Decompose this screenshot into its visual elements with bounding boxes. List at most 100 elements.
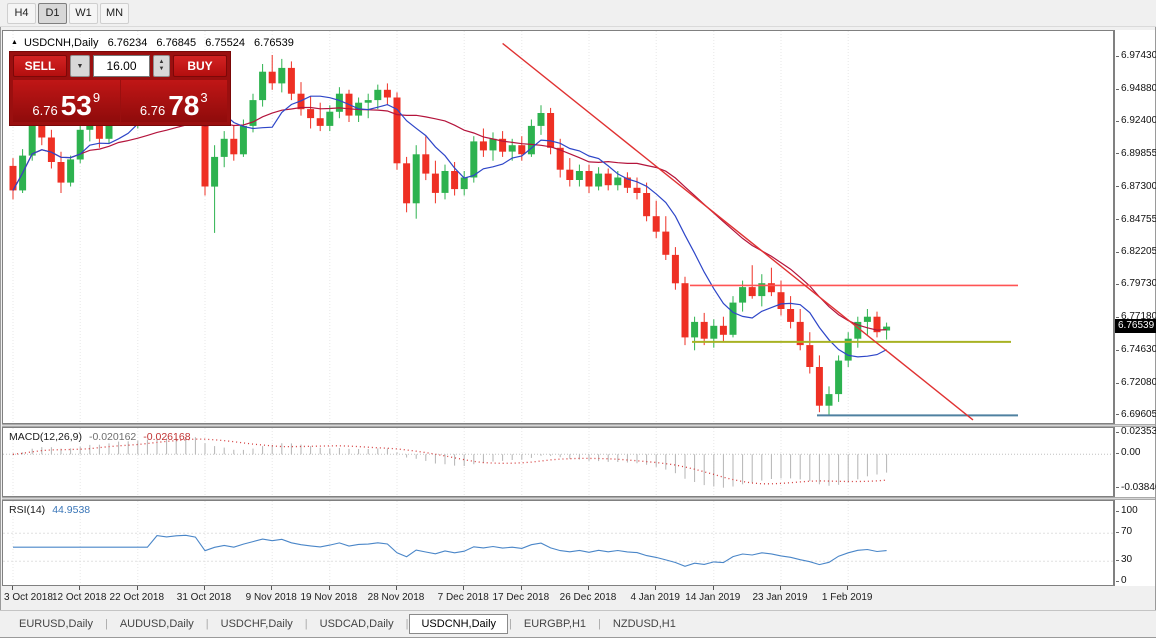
price-axis-label: 6.89855 [1116, 148, 1156, 159]
date-tick [588, 586, 589, 590]
rsi-name: RSI(14) [9, 504, 46, 516]
symbol-marker-icon: ▲ [11, 39, 18, 46]
date-tick [12, 586, 13, 590]
volume-spinner[interactable]: ▲ ▼ [153, 55, 170, 77]
price-axis-label: 6.74630 [1116, 344, 1156, 355]
ohlc-high: 6.76845 [156, 37, 197, 49]
tab-separator: | [509, 618, 512, 630]
macd-name: MACD(12,26,9) [9, 431, 82, 443]
date-axis-label: 26 Dec 2018 [559, 592, 617, 603]
time-axis[interactable]: 3 Oct 2018 12 Oct 2018 22 Oct 2018 31 Oct 2… [2, 586, 1155, 610]
price-axis-label: 6.72080 [1116, 377, 1156, 388]
date-tick [271, 586, 273, 590]
date-tick [328, 586, 330, 590]
sell-price-big: 53 [60, 90, 92, 122]
macd-pane[interactable]: MACD(12,26,9) -0.020162 -0.026168 [2, 427, 1114, 497]
price-axis-label: 6.82205 [1116, 246, 1156, 257]
macd-axis-label: -0.038466 [1116, 482, 1156, 493]
timeframe-mn-button[interactable]: MN [100, 2, 129, 24]
chart-tab-usdcnh[interactable]: USDCNH,Daily [409, 614, 509, 634]
rsi-axis-label: 100 [1116, 505, 1138, 516]
chart-tab-usdchf[interactable]: USDCHF,Daily [220, 618, 293, 630]
date-tick [463, 586, 465, 590]
tab-separator: | [598, 618, 601, 630]
buy-price-display[interactable]: 6.76 78 3 [120, 80, 227, 122]
date-tick [520, 586, 522, 590]
date-tick [204, 586, 205, 590]
rsi-axis-label: 30 [1116, 554, 1132, 565]
price-axis-label: 6.79730 [1116, 278, 1156, 289]
ohlc-low: 6.75524 [205, 37, 245, 49]
current-price-badge: 6.76539 [1115, 319, 1156, 333]
tab-separator: | [205, 618, 209, 630]
candlestick-chart-canvas[interactable] [3, 31, 1113, 423]
macd-main-value: -0.020162 [88, 431, 137, 443]
rsi-value: 44.9538 [52, 504, 91, 516]
pane-separator[interactable] [2, 424, 1155, 427]
buy-button[interactable]: BUY [173, 55, 227, 77]
macd-chart-canvas[interactable] [3, 428, 1113, 496]
macd-signal-value: -0.026168 [143, 431, 191, 443]
date-axis-label: 22 Oct 2018 [109, 592, 165, 603]
price-axis-label: 6.92400 [1116, 115, 1156, 126]
buy-price-prefix: 6.76 [139, 102, 166, 118]
timeframe-h4-button[interactable]: H4 [7, 2, 36, 24]
date-tick [396, 586, 397, 590]
date-axis-label: 23 Jan 2019 [752, 592, 808, 603]
date-axis-label: 4 Jan 2019 [630, 592, 680, 603]
chart-symbol-header: ▲ USDCNH,Daily 6.76234 6.76845 6.75524 6.… [11, 37, 300, 49]
chart-tab-nzdusd[interactable]: NZDUSD,H1 [612, 618, 676, 630]
price-axis-label: 6.69605 [1116, 409, 1156, 420]
price-axis-label: 6.97430 [1116, 50, 1156, 61]
macd-label: MACD(12,26,9) -0.020162 -0.026168 [9, 431, 191, 443]
date-axis-label: 31 Oct 2018 [176, 592, 232, 603]
tab-separator: | [304, 618, 308, 630]
tab-separator: | [104, 618, 108, 630]
rsi-chart-canvas[interactable] [3, 501, 1113, 585]
price-axis[interactable]: 6.97430 6.94880 6.92400 6.89855 6.87300 6.847… [1114, 30, 1156, 586]
date-tick [655, 586, 657, 590]
sell-button[interactable]: SELL [13, 55, 67, 77]
volume-input[interactable] [93, 55, 150, 77]
sell-price-prefix: 6.76 [32, 102, 58, 118]
chart-tab-eurgbp[interactable]: EURGBP,H1 [523, 618, 587, 630]
macd-axis-label: 0.00 [1116, 447, 1140, 458]
date-axis-label: 14 Jan 2019 [685, 592, 741, 603]
sell-price-display[interactable]: 6.76 53 9 [13, 80, 120, 122]
buy-price-sup: 3 [200, 90, 208, 105]
sell-price-sup: 9 [92, 90, 101, 105]
timeframe-w1-button[interactable]: W1 [69, 2, 98, 24]
rsi-axis-label: 70 [1116, 526, 1132, 537]
one-click-trading-panel: SELL ▼ ▲ ▼ BUY 6.76 53 9 6.76 78 3 [9, 51, 231, 126]
order-type-dropdown[interactable]: ▼ [70, 55, 90, 77]
symbol-name: USDCNH,Daily [23, 37, 99, 49]
buy-price-big: 78 [168, 90, 200, 122]
date-axis-label: 19 Nov 2018 [300, 592, 358, 603]
chart-tab-usdcad[interactable]: USDCAD,Daily [319, 618, 394, 630]
timeframe-d1-button[interactable]: D1 [38, 2, 67, 24]
date-tick [780, 586, 781, 590]
rsi-axis-label: 0 [1116, 575, 1127, 586]
date-axis-label: 3 Oct 2018 [4, 592, 53, 603]
ohlc-close: 6.76539 [254, 37, 294, 49]
macd-axis-label: 0.023534 [1116, 426, 1156, 437]
date-axis-label: 17 Dec 2018 [492, 592, 550, 603]
ohlc-open: 6.76234 [107, 37, 148, 49]
timeframe-toolbar: H4 D1 W1 MN [0, 0, 1156, 27]
chart-tab-audusd[interactable]: AUDUSD,Daily [119, 618, 194, 630]
date-axis-label: 9 Nov 2018 [245, 592, 297, 603]
rsi-pane[interactable]: RSI(14) 44.9538 [2, 500, 1114, 586]
spinner-down-icon: ▼ [158, 66, 165, 72]
chart-tab-eurusd[interactable]: EURUSD,Daily [19, 618, 93, 630]
date-axis-label: 12 Oct 2018 [51, 592, 107, 603]
price-chart-pane[interactable]: ▲ USDCNH,Daily 6.76234 6.76845 6.75524 6.… [2, 30, 1114, 424]
date-tick [712, 586, 714, 590]
chevron-down-icon: ▼ [76, 62, 84, 70]
pane-separator[interactable] [2, 497, 1155, 500]
tab-separator: | [405, 618, 409, 630]
price-axis-label: 6.84755 [1116, 214, 1156, 225]
rsi-label: RSI(14) 44.9538 [9, 504, 90, 516]
date-axis-label: 7 Dec 2018 [437, 592, 489, 603]
price-axis-label: 6.94880 [1116, 83, 1156, 94]
